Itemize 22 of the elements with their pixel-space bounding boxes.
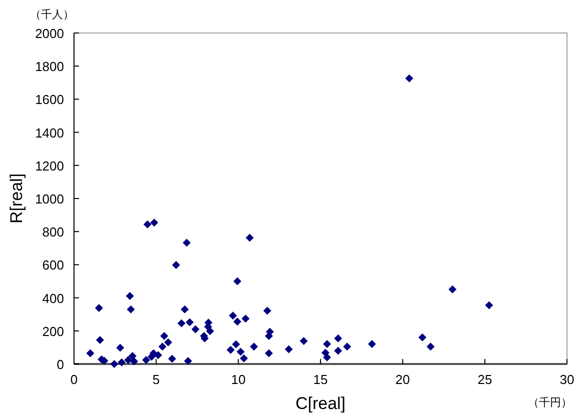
x-tick-label: 0 xyxy=(70,372,78,387)
x-tick-label: 20 xyxy=(395,372,410,387)
x-axis-title: C[real] xyxy=(295,394,346,413)
y-tick-label: 200 xyxy=(42,324,64,339)
x-tick-label: 5 xyxy=(152,372,160,387)
y-axis-title: R[real] xyxy=(7,173,26,224)
x-tick-label: 15 xyxy=(313,372,328,387)
text: （千円） xyxy=(528,396,572,409)
y-tick-label: 400 xyxy=(42,290,64,306)
y-tick-label: 600 xyxy=(42,258,64,273)
y-tick-label: 1600 xyxy=(35,92,64,108)
y-tick-label: 800 xyxy=(42,224,64,240)
x-tick-label: 25 xyxy=(478,372,492,387)
y-tick-label: 1400 xyxy=(35,125,64,140)
text: （千人） xyxy=(30,8,74,21)
y-tick-label: 1200 xyxy=(35,158,64,174)
y-tick-label: 1800 xyxy=(35,59,64,74)
y-tick-label: 2000 xyxy=(35,26,64,41)
x-tick-label: 30 xyxy=(560,372,574,387)
x-tick-label: 10 xyxy=(231,372,246,387)
y-tick-label: 1000 xyxy=(35,192,64,206)
y-tick-label: 0 xyxy=(56,357,64,372)
